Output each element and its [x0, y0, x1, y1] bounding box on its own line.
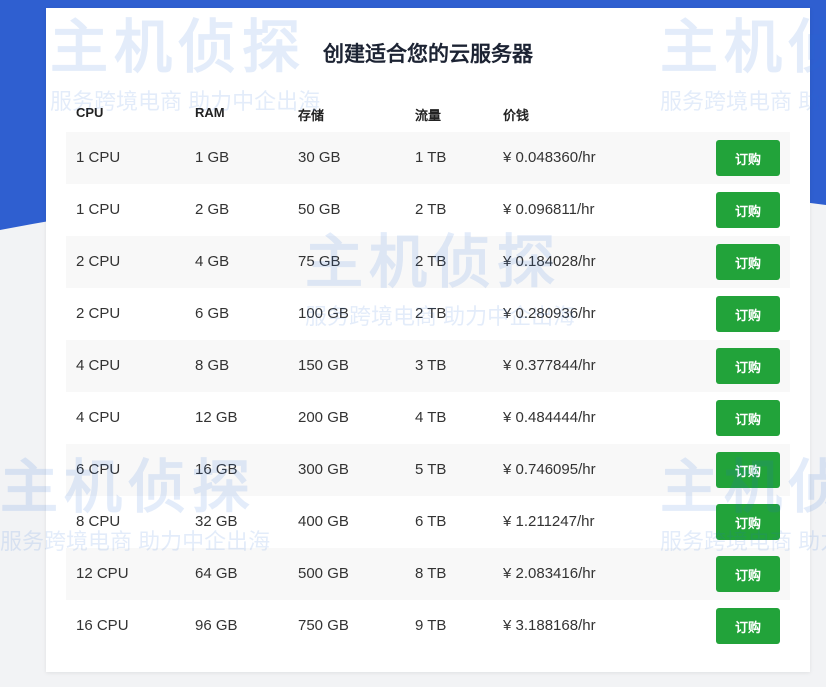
cell-storage: 75 GB	[298, 253, 341, 270]
order-button[interactable]: 订购	[716, 400, 780, 436]
cell-traffic: 4 TB	[415, 409, 447, 426]
pricing-table: 1 CPU 1 GB 30 GB 1 TB ¥ 0.048360/hr 订购 1 CPU 2 …	[66, 132, 790, 652]
cell-cpu: 16 CPU	[76, 617, 129, 634]
header-storage: 存储	[298, 108, 325, 123]
table-row: 1 CPU 1 GB 30 GB 1 TB ¥ 0.048360/hr 订购	[66, 132, 790, 184]
cell-price: ¥ 0.746095/hr	[503, 461, 596, 478]
cell-ram: 1 GB	[195, 149, 230, 166]
cell-price: ¥ 0.484444/hr	[503, 409, 596, 426]
table-row: 12 CPU 64 GB 500 GB 8 TB ¥ 2.083416/hr 订购	[66, 548, 790, 600]
cell-traffic: 8 TB	[415, 565, 447, 582]
table-row: 8 CPU 32 GB 400 GB 6 TB ¥ 1.211247/hr 订购	[66, 496, 790, 548]
cell-traffic: 2 TB	[415, 253, 447, 270]
cell-storage: 750 GB	[298, 617, 349, 634]
cell-storage: 300 GB	[298, 461, 349, 478]
cell-cpu: 2 CPU	[76, 305, 121, 322]
table-row: 16 CPU 96 GB 750 GB 9 TB ¥ 3.188168/hr 订购	[66, 600, 790, 652]
cell-ram: 16 GB	[195, 461, 238, 478]
cell-traffic: 3 TB	[415, 357, 447, 374]
cell-price: ¥ 1.211247/hr	[503, 513, 595, 530]
order-button[interactable]: 订购	[716, 348, 780, 384]
cell-traffic: 2 TB	[415, 201, 447, 218]
order-button[interactable]: 订购	[716, 504, 780, 540]
cell-price: ¥ 0.280936/hr	[503, 305, 596, 322]
cell-storage: 100 GB	[298, 305, 349, 322]
cell-storage: 500 GB	[298, 565, 349, 582]
header-ram: RAM	[195, 105, 225, 120]
cell-price: ¥ 2.083416/hr	[503, 565, 596, 582]
cell-cpu: 4 CPU	[76, 357, 121, 374]
page-title: 创建适合您的云服务器	[323, 43, 533, 66]
cell-storage: 50 GB	[298, 201, 341, 218]
cell-ram: 96 GB	[195, 617, 238, 634]
table-row: 6 CPU 16 GB 300 GB 5 TB ¥ 0.746095/hr 订购	[66, 444, 790, 496]
order-button[interactable]: 订购	[716, 296, 780, 332]
cell-ram: 8 GB	[195, 357, 230, 374]
table-row: 1 CPU 2 GB 50 GB 2 TB ¥ 0.096811/hr 订购	[66, 184, 790, 236]
cell-cpu: 4 CPU	[76, 409, 121, 426]
cell-cpu: 12 CPU	[76, 565, 129, 582]
cell-traffic: 9 TB	[415, 617, 447, 634]
cell-storage: 200 GB	[298, 409, 349, 426]
cell-traffic: 6 TB	[415, 513, 447, 530]
cell-cpu: 6 CPU	[76, 461, 121, 478]
cell-storage: 150 GB	[298, 357, 349, 374]
order-button[interactable]: 订购	[716, 192, 780, 228]
cell-price: ¥ 0.184028/hr	[503, 253, 596, 270]
cell-traffic: 1 TB	[415, 149, 447, 166]
cell-cpu: 1 CPU	[76, 149, 121, 166]
cell-traffic: 5 TB	[415, 461, 447, 478]
cell-cpu: 2 CPU	[76, 253, 121, 270]
order-button[interactable]: 订购	[716, 452, 780, 488]
cell-storage: 30 GB	[298, 149, 341, 166]
cell-price: ¥ 0.377844/hr	[503, 357, 596, 374]
header-cpu: CPU	[76, 105, 104, 120]
cell-price: ¥ 0.048360/hr	[503, 149, 596, 166]
table-row: 2 CPU 4 GB 75 GB 2 TB ¥ 0.184028/hr 订购	[66, 236, 790, 288]
cell-ram: 6 GB	[195, 305, 230, 322]
cell-ram: 4 GB	[195, 253, 230, 270]
cell-cpu: 8 CPU	[76, 513, 121, 530]
cell-ram: 64 GB	[195, 565, 238, 582]
cell-price: ¥ 3.188168/hr	[503, 617, 596, 634]
cell-traffic: 2 TB	[415, 305, 447, 322]
header-traffic: 流量	[415, 108, 442, 123]
table-row: 4 CPU 12 GB 200 GB 4 TB ¥ 0.484444/hr 订购	[66, 392, 790, 444]
cell-ram: 2 GB	[195, 201, 230, 218]
cell-price: ¥ 0.096811/hr	[503, 201, 595, 218]
order-button[interactable]: 订购	[716, 244, 780, 280]
order-button[interactable]: 订购	[716, 140, 780, 176]
cell-storage: 400 GB	[298, 513, 349, 530]
header-price: 价钱	[503, 108, 530, 123]
order-button[interactable]: 订购	[716, 608, 780, 644]
cell-ram: 12 GB	[195, 409, 238, 426]
cell-ram: 32 GB	[195, 513, 238, 530]
cell-cpu: 1 CPU	[76, 201, 121, 218]
server-pricing-card: 创建适合您的云服务器 CPU RAM 存储 流量 价钱 1 CPU 1 GB 30 …	[46, 8, 810, 672]
table-row: 2 CPU 6 GB 100 GB 2 TB ¥ 0.280936/hr 订购	[66, 288, 790, 340]
order-button[interactable]: 订购	[716, 556, 780, 592]
table-row: 4 CPU 8 GB 150 GB 3 TB ¥ 0.377844/hr 订购	[66, 340, 790, 392]
table-header: CPU RAM 存储 流量 价钱	[46, 105, 810, 125]
